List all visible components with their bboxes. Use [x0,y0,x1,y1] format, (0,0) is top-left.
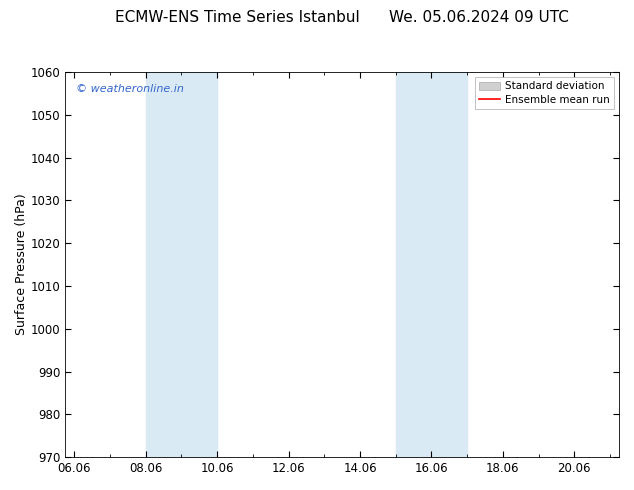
Legend: Standard deviation, Ensemble mean run: Standard deviation, Ensemble mean run [475,77,614,109]
Text: © weatheronline.in: © weatheronline.in [77,84,184,94]
Bar [146,72,217,457]
Bar [396,72,467,457]
Text: ECMW-ENS Time Series Istanbul      We. 05.06.2024 09 UTC: ECMW-ENS Time Series Istanbul We. 05.06.… [115,10,569,25]
Y-axis label: Surface Pressure (hPa): Surface Pressure (hPa) [15,194,28,336]
